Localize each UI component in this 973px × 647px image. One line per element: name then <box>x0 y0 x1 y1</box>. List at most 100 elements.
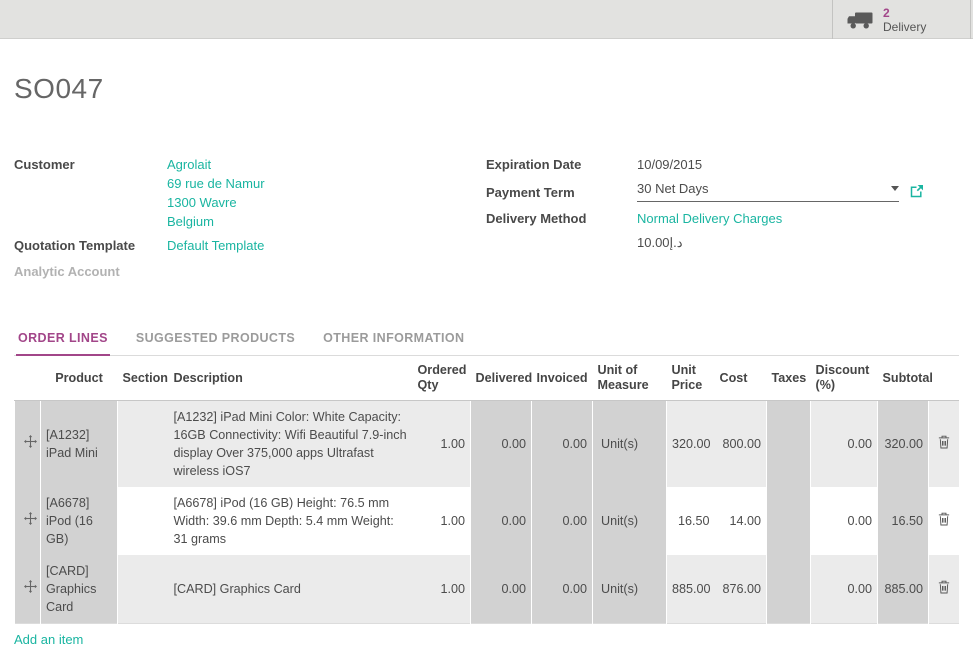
handle-column-header <box>14 356 41 401</box>
subtotal-cell: 320.00 <box>877 400 929 487</box>
section-cell[interactable] <box>117 487 169 555</box>
expiration-date-label: Expiration Date <box>486 157 582 172</box>
taxes-column-header: Taxes <box>766 356 811 401</box>
uom-cell: Unit(s) <box>592 400 667 487</box>
invoiced-cell: 0.00 <box>531 555 593 624</box>
section-cell[interactable] <box>117 400 169 487</box>
delivery-method-field-row: Delivery Method Normal Delivery Charges <box>486 209 959 228</box>
notebook-tabs: ORDER LINES SUGGESTED PRODUCTS OTHER INF… <box>14 322 959 356</box>
uom-column-header: Unit of Measure <box>592 356 667 401</box>
ordered-qty-cell[interactable]: 1.00 <box>412 400 471 487</box>
ordered-qty-column-header: Ordered Qty <box>412 356 471 401</box>
tab-order-lines[interactable]: ORDER LINES <box>16 322 110 356</box>
product-column-header: Product <box>40 356 118 401</box>
analytic-account-field-row: Analytic Account <box>14 262 486 281</box>
subtotal-cell: 885.00 <box>877 555 929 624</box>
uom-cell: Unit(s) <box>592 487 667 555</box>
cost-cell[interactable]: 14.00 <box>714 487 767 555</box>
delivered-column-header: Delivered <box>470 356 532 401</box>
discount-cell[interactable]: 0.00 <box>810 555 878 624</box>
ordered-qty-cell[interactable]: 1.00 <box>412 555 471 624</box>
unit-price-cell[interactable]: 16.50 <box>666 487 715 555</box>
delivery-price-row: 10.00د.إ <box>486 233 959 252</box>
customer-label: Customer <box>14 157 75 172</box>
subtotal-cell: 16.50 <box>877 487 929 555</box>
payment-term-input[interactable]: 30 Net Days <box>637 179 899 202</box>
trash-icon <box>938 435 949 448</box>
table-row: [A1232] iPad Mini [A1232] iPad Mini Colo… <box>14 400 959 487</box>
expiration-date-field-row: Expiration Date 10/09/2015 <box>486 155 959 174</box>
description-cell[interactable]: [A6678] iPod (16 GB) Height: 76.5 mm Wid… <box>168 487 413 555</box>
delete-row-button[interactable] <box>928 400 959 487</box>
tab-suggested-products[interactable]: SUGGESTED PRODUCTS <box>135 331 296 345</box>
customer-name-link[interactable]: Agrolait <box>167 157 212 172</box>
discount-cell[interactable]: 0.00 <box>810 487 878 555</box>
delete-column-header <box>928 356 959 401</box>
unit-price-column-header: Unit Price <box>666 356 715 401</box>
drag-handle-icon[interactable] <box>23 580 37 593</box>
taxes-cell <box>766 400 811 487</box>
delivery-method-link[interactable]: Normal Delivery Charges <box>637 211 783 226</box>
discount-cell[interactable]: 0.00 <box>810 400 878 487</box>
description-column-header: Description <box>168 356 413 401</box>
product-cell[interactable]: [A1232] iPad Mini <box>40 400 118 487</box>
expiration-date-value[interactable]: 10/09/2015 <box>637 157 703 172</box>
chevron-down-icon[interactable] <box>891 186 899 191</box>
delivery-stat-button[interactable]: 2 Delivery <box>832 0 971 39</box>
external-link-icon[interactable] <box>910 184 924 198</box>
section-column-header: Section <box>117 356 169 401</box>
customer-field-row: Customer Agrolait 69 rue de Namur 1300 W… <box>14 155 486 231</box>
drag-handle-icon[interactable] <box>23 435 37 448</box>
discount-column-header: Discount (%) <box>810 356 878 401</box>
delivery-count-badge: 2 <box>883 5 890 20</box>
ordered-qty-cell[interactable]: 1.00 <box>412 487 471 555</box>
section-cell[interactable] <box>117 555 169 624</box>
delete-row-button[interactable] <box>928 555 959 624</box>
table-row: [CARD] Graphics Card [CARD] Graphics Car… <box>14 555 959 624</box>
payment-term-label: Payment Term <box>486 185 575 200</box>
table-header-row: Product Section Description Ordered Qty … <box>14 356 959 401</box>
order-lines-table: Product Section Description Ordered Qty … <box>14 356 959 624</box>
payment-term-value: 30 Net Days <box>637 181 709 196</box>
taxes-cell <box>766 555 811 624</box>
description-cell[interactable]: [CARD] Graphics Card <box>168 555 413 624</box>
tab-other-information[interactable]: OTHER INFORMATION <box>323 331 465 345</box>
quotation-template-field-row: Quotation Template Default Template <box>14 236 486 255</box>
delivery-button-label: Delivery <box>883 19 927 34</box>
delivery-method-label: Delivery Method <box>486 211 587 226</box>
product-cell[interactable]: [CARD] Graphics Card <box>40 555 118 624</box>
trash-icon <box>938 580 949 593</box>
trash-icon <box>938 512 949 525</box>
subtotal-column-header: Subtotal <box>877 356 933 401</box>
quotation-template-label: Quotation Template <box>14 238 136 253</box>
unit-price-cell[interactable]: 885.00 <box>666 555 715 624</box>
payment-term-field-row: Payment Term 30 Net Days <box>486 179 959 202</box>
delete-row-button[interactable] <box>928 487 959 555</box>
delivered-cell: 0.00 <box>470 400 532 487</box>
quotation-template-link[interactable]: Default Template <box>167 238 265 253</box>
table-row: [A6678] iPod (16 GB) [A6678] iPod (16 GB… <box>14 487 959 555</box>
delivery-price-value: 10.00د.إ <box>637 235 683 250</box>
invoiced-cell: 0.00 <box>531 400 593 487</box>
invoiced-cell: 0.00 <box>531 487 593 555</box>
customer-city: 1300 Wavre <box>167 195 237 210</box>
add-an-item-link[interactable]: Add an item <box>14 632 84 647</box>
cost-cell[interactable]: 876.00 <box>714 555 767 624</box>
unit-price-cell[interactable]: 320.00 <box>666 400 715 487</box>
drag-handle-icon[interactable] <box>23 512 37 525</box>
page-title: SO047 <box>14 73 104 104</box>
cost-column-header: Cost <box>714 356 767 401</box>
sale-order-sheet: SO047 Customer Agrolait 69 rue de Namur … <box>0 73 973 647</box>
description-cell[interactable]: [A1232] iPad Mini Color: White Capacity:… <box>168 400 413 487</box>
uom-cell: Unit(s) <box>592 555 667 624</box>
delivered-cell: 0.00 <box>470 555 532 624</box>
product-cell[interactable]: [A6678] iPod (16 GB) <box>40 487 118 555</box>
analytic-account-label: Analytic Account <box>14 264 120 279</box>
taxes-cell <box>766 487 811 555</box>
delivered-cell: 0.00 <box>470 487 532 555</box>
invoiced-column-header: Invoiced <box>531 356 593 401</box>
cost-cell[interactable]: 800.00 <box>714 400 767 487</box>
truck-icon <box>847 12 873 28</box>
customer-country: Belgium <box>167 214 214 229</box>
customer-street: 69 rue de Namur <box>167 176 265 191</box>
